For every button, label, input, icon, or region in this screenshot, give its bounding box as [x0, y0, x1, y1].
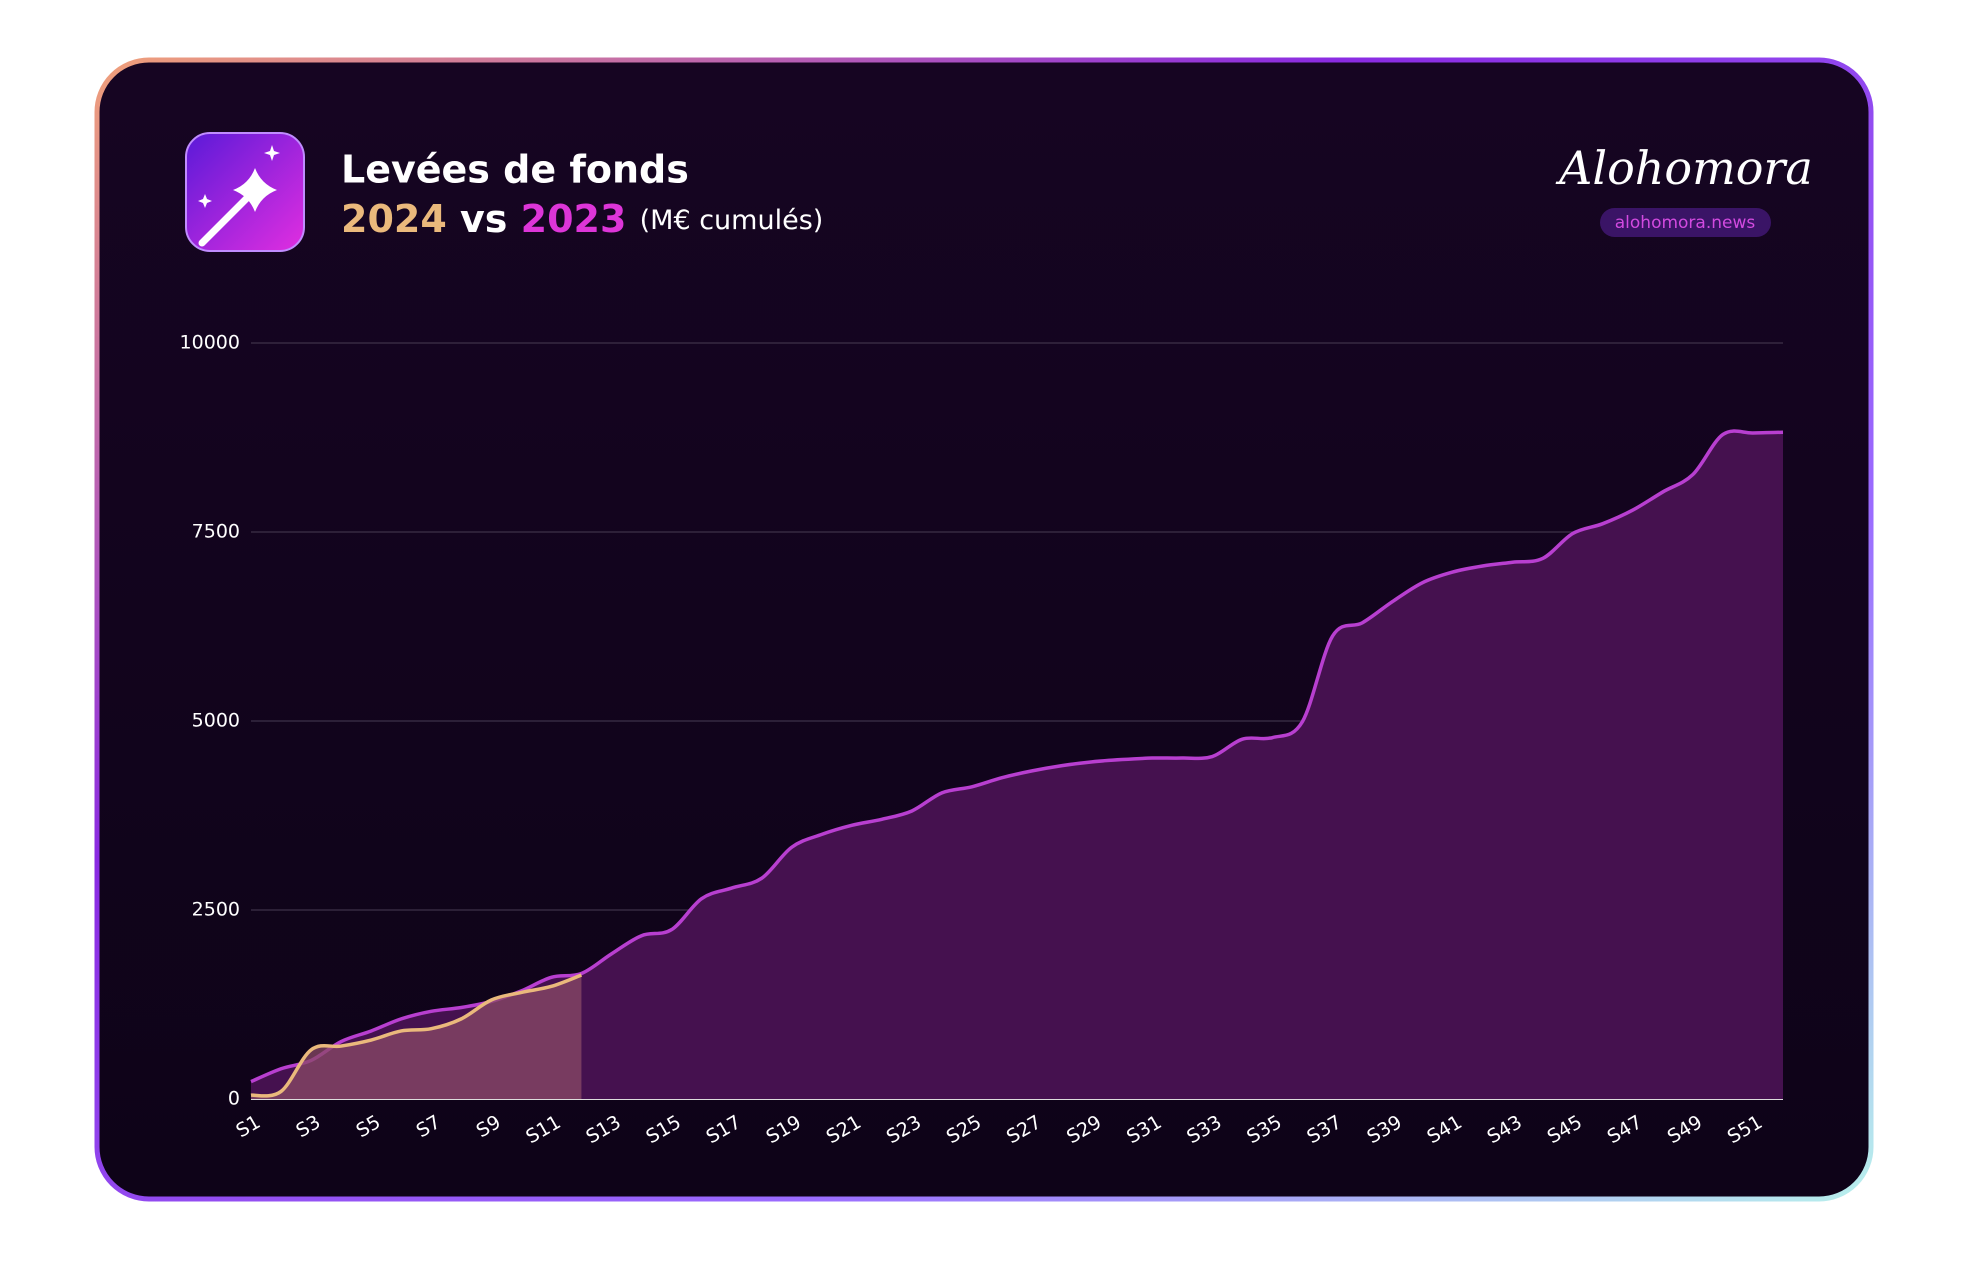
- subtitle: 2024 vs 2023 (M€ cumulés): [341, 197, 823, 241]
- brand-pill: [1600, 208, 1771, 237]
- y-tick-label: 2500: [192, 899, 240, 921]
- brand-url[interactable]: alohomora.news: [1615, 213, 1756, 233]
- series-area: [251, 975, 582, 1099]
- y-tick-label: 5000: [192, 710, 240, 732]
- brand-name: Alohomora: [1555, 141, 1813, 195]
- subtitle-connector: vs: [460, 197, 507, 241]
- legend-2024: 2024: [341, 197, 447, 241]
- y-tick-label: 10000: [180, 332, 240, 354]
- y-tick-label: 7500: [192, 521, 240, 543]
- y-tick-label: 0: [228, 1088, 240, 1110]
- subtitle-unit: (M€ cumulés): [640, 205, 824, 236]
- chart-title: Levées de fonds: [341, 148, 689, 192]
- series-line: [250, 973, 583, 1098]
- legend-2023: 2023: [521, 197, 627, 241]
- app-icon: [185, 132, 305, 252]
